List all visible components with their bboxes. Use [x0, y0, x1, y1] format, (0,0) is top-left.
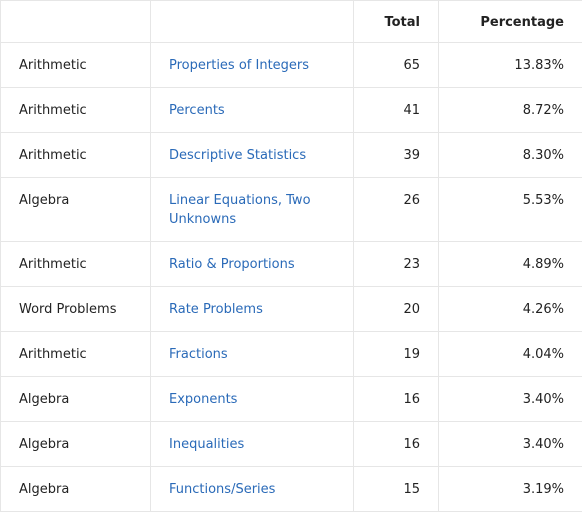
category-cell: Arithmetic	[1, 43, 151, 88]
table-row: Arithmetic Properties of Integers 65 13.…	[1, 43, 582, 88]
topic-link[interactable]: Exponents	[169, 392, 237, 407]
total-cell: 65	[354, 43, 439, 88]
topic-link[interactable]: Percents	[169, 103, 225, 118]
table-row: Arithmetic Ratio & Proportions 23 4.89%	[1, 242, 582, 287]
total-cell: 26	[354, 178, 439, 242]
topic-link[interactable]: Inequalities	[169, 437, 244, 452]
topic-link[interactable]: Fractions	[169, 347, 228, 362]
percentage-cell: 4.04%	[439, 332, 582, 377]
topic-cell: Descriptive Statistics	[151, 133, 354, 178]
topic-cell: Rate Problems	[151, 287, 354, 332]
topic-cell: Functions/Series	[151, 467, 354, 512]
percentage-cell: 13.83%	[439, 43, 582, 88]
topic-cell: Linear Equations, Two Unknowns	[151, 178, 354, 242]
category-cell: Arithmetic	[1, 88, 151, 133]
category-cell: Word Problems	[1, 287, 151, 332]
topic-link[interactable]: Linear Equations, Two Unknowns	[169, 193, 311, 227]
category-cell: Algebra	[1, 178, 151, 242]
total-cell: 16	[354, 422, 439, 467]
total-cell: 20	[354, 287, 439, 332]
category-cell: Arithmetic	[1, 242, 151, 287]
total-cell: 19	[354, 332, 439, 377]
table-header: Total Percentage	[1, 1, 582, 43]
header-total: Total	[354, 1, 439, 43]
percentage-cell: 3.40%	[439, 422, 582, 467]
total-cell: 41	[354, 88, 439, 133]
category-cell: Arithmetic	[1, 133, 151, 178]
table-row: Arithmetic Fractions 19 4.04%	[1, 332, 582, 377]
header-percentage: Percentage	[439, 1, 582, 43]
percentage-cell: 4.89%	[439, 242, 582, 287]
percentage-cell: 8.30%	[439, 133, 582, 178]
topic-cell: Ratio & Proportions	[151, 242, 354, 287]
table-row: Word Problems Rate Problems 20 4.26%	[1, 287, 582, 332]
percentage-cell: 8.72%	[439, 88, 582, 133]
header-row: Total Percentage	[1, 1, 582, 43]
total-cell: 39	[354, 133, 439, 178]
table-row: Arithmetic Percents 41 8.72%	[1, 88, 582, 133]
category-cell: Algebra	[1, 422, 151, 467]
topic-cell: Inequalities	[151, 422, 354, 467]
table-row: Algebra Inequalities 16 3.40%	[1, 422, 582, 467]
total-cell: 23	[354, 242, 439, 287]
total-cell: 16	[354, 377, 439, 422]
topic-cell: Properties of Integers	[151, 43, 354, 88]
percentage-cell: 5.53%	[439, 178, 582, 242]
total-cell: 15	[354, 467, 439, 512]
category-cell: Arithmetic	[1, 332, 151, 377]
header-topic	[151, 1, 354, 43]
topic-link[interactable]: Ratio & Proportions	[169, 257, 295, 272]
percentage-cell: 3.19%	[439, 467, 582, 512]
table-body: Arithmetic Properties of Integers 65 13.…	[1, 43, 582, 512]
header-category	[1, 1, 151, 43]
topic-link[interactable]: Descriptive Statistics	[169, 148, 306, 163]
category-cell: Algebra	[1, 467, 151, 512]
topic-link[interactable]: Rate Problems	[169, 302, 263, 317]
table-row: Algebra Functions/Series 15 3.19%	[1, 467, 582, 512]
topic-cell: Percents	[151, 88, 354, 133]
category-cell: Algebra	[1, 377, 151, 422]
table-row: Arithmetic Descriptive Statistics 39 8.3…	[1, 133, 582, 178]
topic-link[interactable]: Functions/Series	[169, 482, 275, 497]
percentage-cell: 4.26%	[439, 287, 582, 332]
percentage-cell: 3.40%	[439, 377, 582, 422]
topic-cell: Exponents	[151, 377, 354, 422]
table-row: Algebra Linear Equations, Two Unknowns 2…	[1, 178, 582, 242]
table-row: Algebra Exponents 16 3.40%	[1, 377, 582, 422]
topic-cell: Fractions	[151, 332, 354, 377]
topic-link[interactable]: Properties of Integers	[169, 58, 309, 73]
